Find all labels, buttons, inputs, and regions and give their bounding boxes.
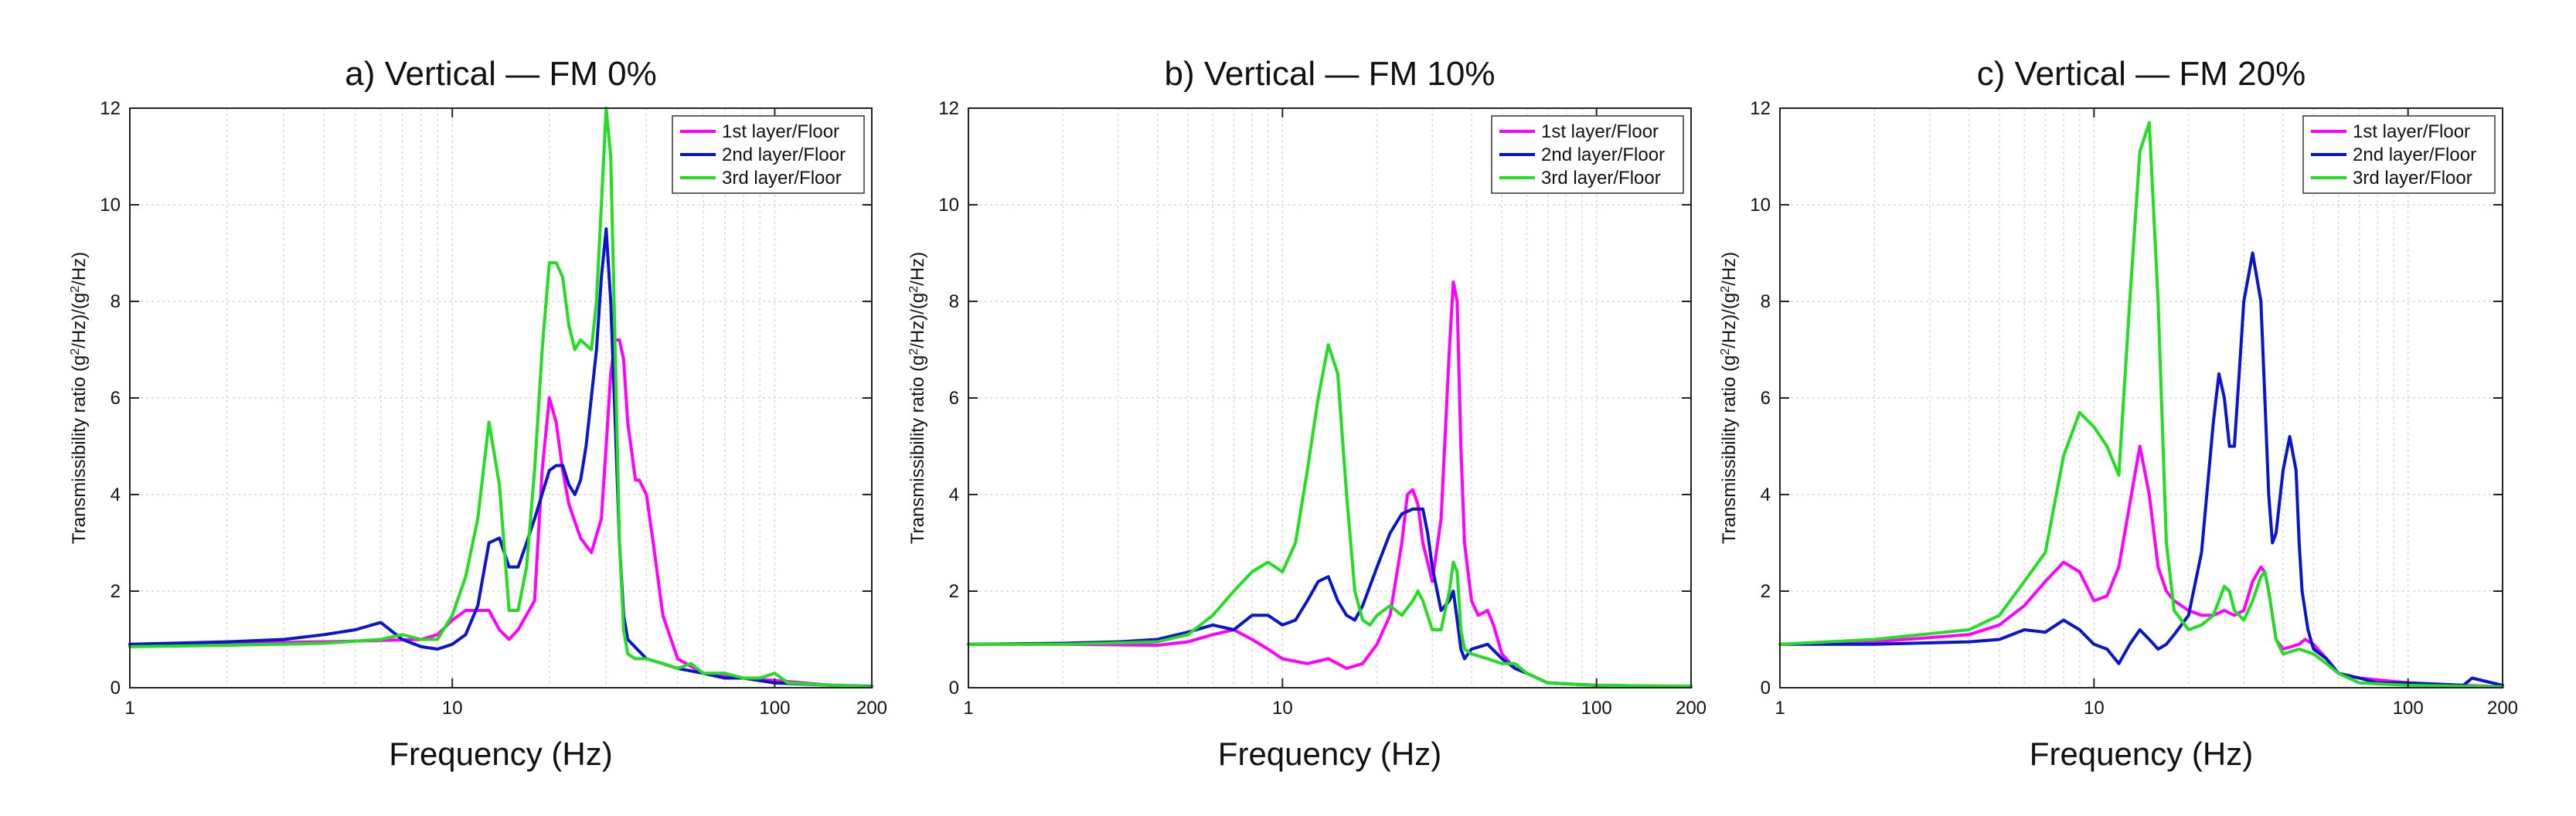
y-axis-label: Transmissibility ratio (g2/Hz)/(g2/Hz) xyxy=(1719,252,1741,544)
y-tick-label: 8 xyxy=(1761,291,1771,312)
legend-label-2: 2nd layer/Floor xyxy=(2353,144,2476,165)
y-tick-label: 8 xyxy=(111,291,121,312)
chart-panel-1: 1 10 100 200 0 2 4 6 8 10 12 a) Vertical — FM 0% Fre… xyxy=(69,55,888,772)
y-axis-label-part: /Hz) xyxy=(907,252,928,286)
y-axis-label-superscript: 2 xyxy=(1719,348,1732,355)
y-tick-label: 6 xyxy=(111,388,121,409)
series-line-1 xyxy=(128,338,873,688)
y-tick-label: 0 xyxy=(949,678,959,699)
y-axis-label-part: /Hz)/(g xyxy=(69,293,90,348)
y-axis-label-superscript: 2 xyxy=(69,348,82,355)
legend-label-3: 3rd layer/Floor xyxy=(722,168,842,189)
y-tick-label: 0 xyxy=(111,678,121,699)
x-tick-label: 1 xyxy=(1775,698,1785,719)
y-tick-label: 4 xyxy=(1761,484,1771,505)
y-axis-label-part: Transmissibility ratio (g xyxy=(1719,355,1740,545)
y-tick-label: 8 xyxy=(949,291,959,312)
x-axis-label: Frequency (Hz) xyxy=(1218,736,1441,772)
legend-label-1: 1st layer/Floor xyxy=(722,121,839,142)
y-tick-label: 2 xyxy=(111,581,121,602)
series-line-3 xyxy=(1778,121,2504,688)
x-tick-label: 100 xyxy=(2393,698,2424,719)
y-tick-label: 6 xyxy=(949,388,959,409)
legend-label-2: 2nd layer/Floor xyxy=(1541,144,1665,165)
y-axis-label-superscript: 2 xyxy=(1719,286,1732,293)
x-tick-label: 10 xyxy=(2084,698,2105,719)
legend-label-3: 3rd layer/Floor xyxy=(1541,168,1661,189)
x-tick-label: 200 xyxy=(856,698,887,719)
y-tick-label: 10 xyxy=(1750,195,1771,216)
chart-title: b) Vertical — FM 10% xyxy=(1165,55,1496,93)
x-tick-label: 1 xyxy=(963,698,973,719)
legend-label-2: 2nd layer/Floor xyxy=(722,144,846,165)
y-axis-label-part: Transmissibility ratio (g xyxy=(907,355,928,545)
chart-panel-3: 1 10 100 200 0 2 4 6 8 10 12 c) Vertical — FM 20% Fr… xyxy=(1719,55,2519,772)
chart-title: a) Vertical — FM 0% xyxy=(345,55,656,93)
series-line-1 xyxy=(967,280,1693,688)
y-tick-label: 12 xyxy=(100,98,121,119)
chart-title: c) Vertical — FM 20% xyxy=(1977,55,2305,93)
y-tick-label: 12 xyxy=(1750,98,1771,119)
x-tick-label: 200 xyxy=(1676,698,1707,719)
y-tick-label: 12 xyxy=(938,98,959,119)
y-tick-label: 0 xyxy=(1761,678,1771,699)
y-axis-label-superscript: 2 xyxy=(69,286,82,293)
series-line-3 xyxy=(967,343,1693,688)
y-tick-label: 2 xyxy=(1761,581,1771,602)
x-axis-label: Frequency (Hz) xyxy=(2030,736,2253,772)
y-axis-label-superscript: 2 xyxy=(907,348,920,355)
y-axis-label-part: /Hz) xyxy=(69,252,90,286)
y-tick-label: 4 xyxy=(111,484,121,505)
y-tick-label: 10 xyxy=(100,195,121,216)
chart-panel-2: 1 10 100 200 0 2 4 6 8 10 12 b) Vertical — FM 10% Fr… xyxy=(907,55,1707,772)
y-axis-label-part: Transmissibility ratio (g xyxy=(69,355,90,545)
y-axis-label: Transmissibility ratio (g2/Hz)/(g2/Hz) xyxy=(69,252,90,544)
y-axis-label-superscript: 2 xyxy=(907,286,920,293)
y-axis-label-part: /Hz) xyxy=(1719,252,1740,286)
legend-label-1: 1st layer/Floor xyxy=(2353,121,2470,142)
x-tick-label: 200 xyxy=(2487,698,2518,719)
x-tick-label: 100 xyxy=(1581,698,1612,719)
y-tick-label: 2 xyxy=(949,581,959,602)
x-tick-label: 1 xyxy=(124,698,134,719)
series-line-3 xyxy=(128,107,873,688)
series-line-2 xyxy=(1778,251,2504,687)
x-axis-label: Frequency (Hz) xyxy=(389,736,612,772)
y-tick-label: 10 xyxy=(938,195,959,216)
y-tick-label: 4 xyxy=(949,484,959,505)
legend-label-1: 1st layer/Floor xyxy=(1541,121,1659,142)
x-tick-label: 100 xyxy=(759,698,790,719)
y-axis-label: Transmissibility ratio (g2/Hz)/(g2/Hz) xyxy=(907,252,929,544)
y-tick-label: 6 xyxy=(1761,388,1771,409)
x-tick-label: 10 xyxy=(1272,698,1293,719)
y-axis-label-part: /Hz)/(g xyxy=(907,293,928,348)
x-tick-label: 10 xyxy=(442,698,463,719)
series-line-2 xyxy=(967,507,1693,688)
y-axis-label-part: /Hz)/(g xyxy=(1719,293,1740,348)
legend-label-3: 3rd layer/Floor xyxy=(2353,168,2472,189)
